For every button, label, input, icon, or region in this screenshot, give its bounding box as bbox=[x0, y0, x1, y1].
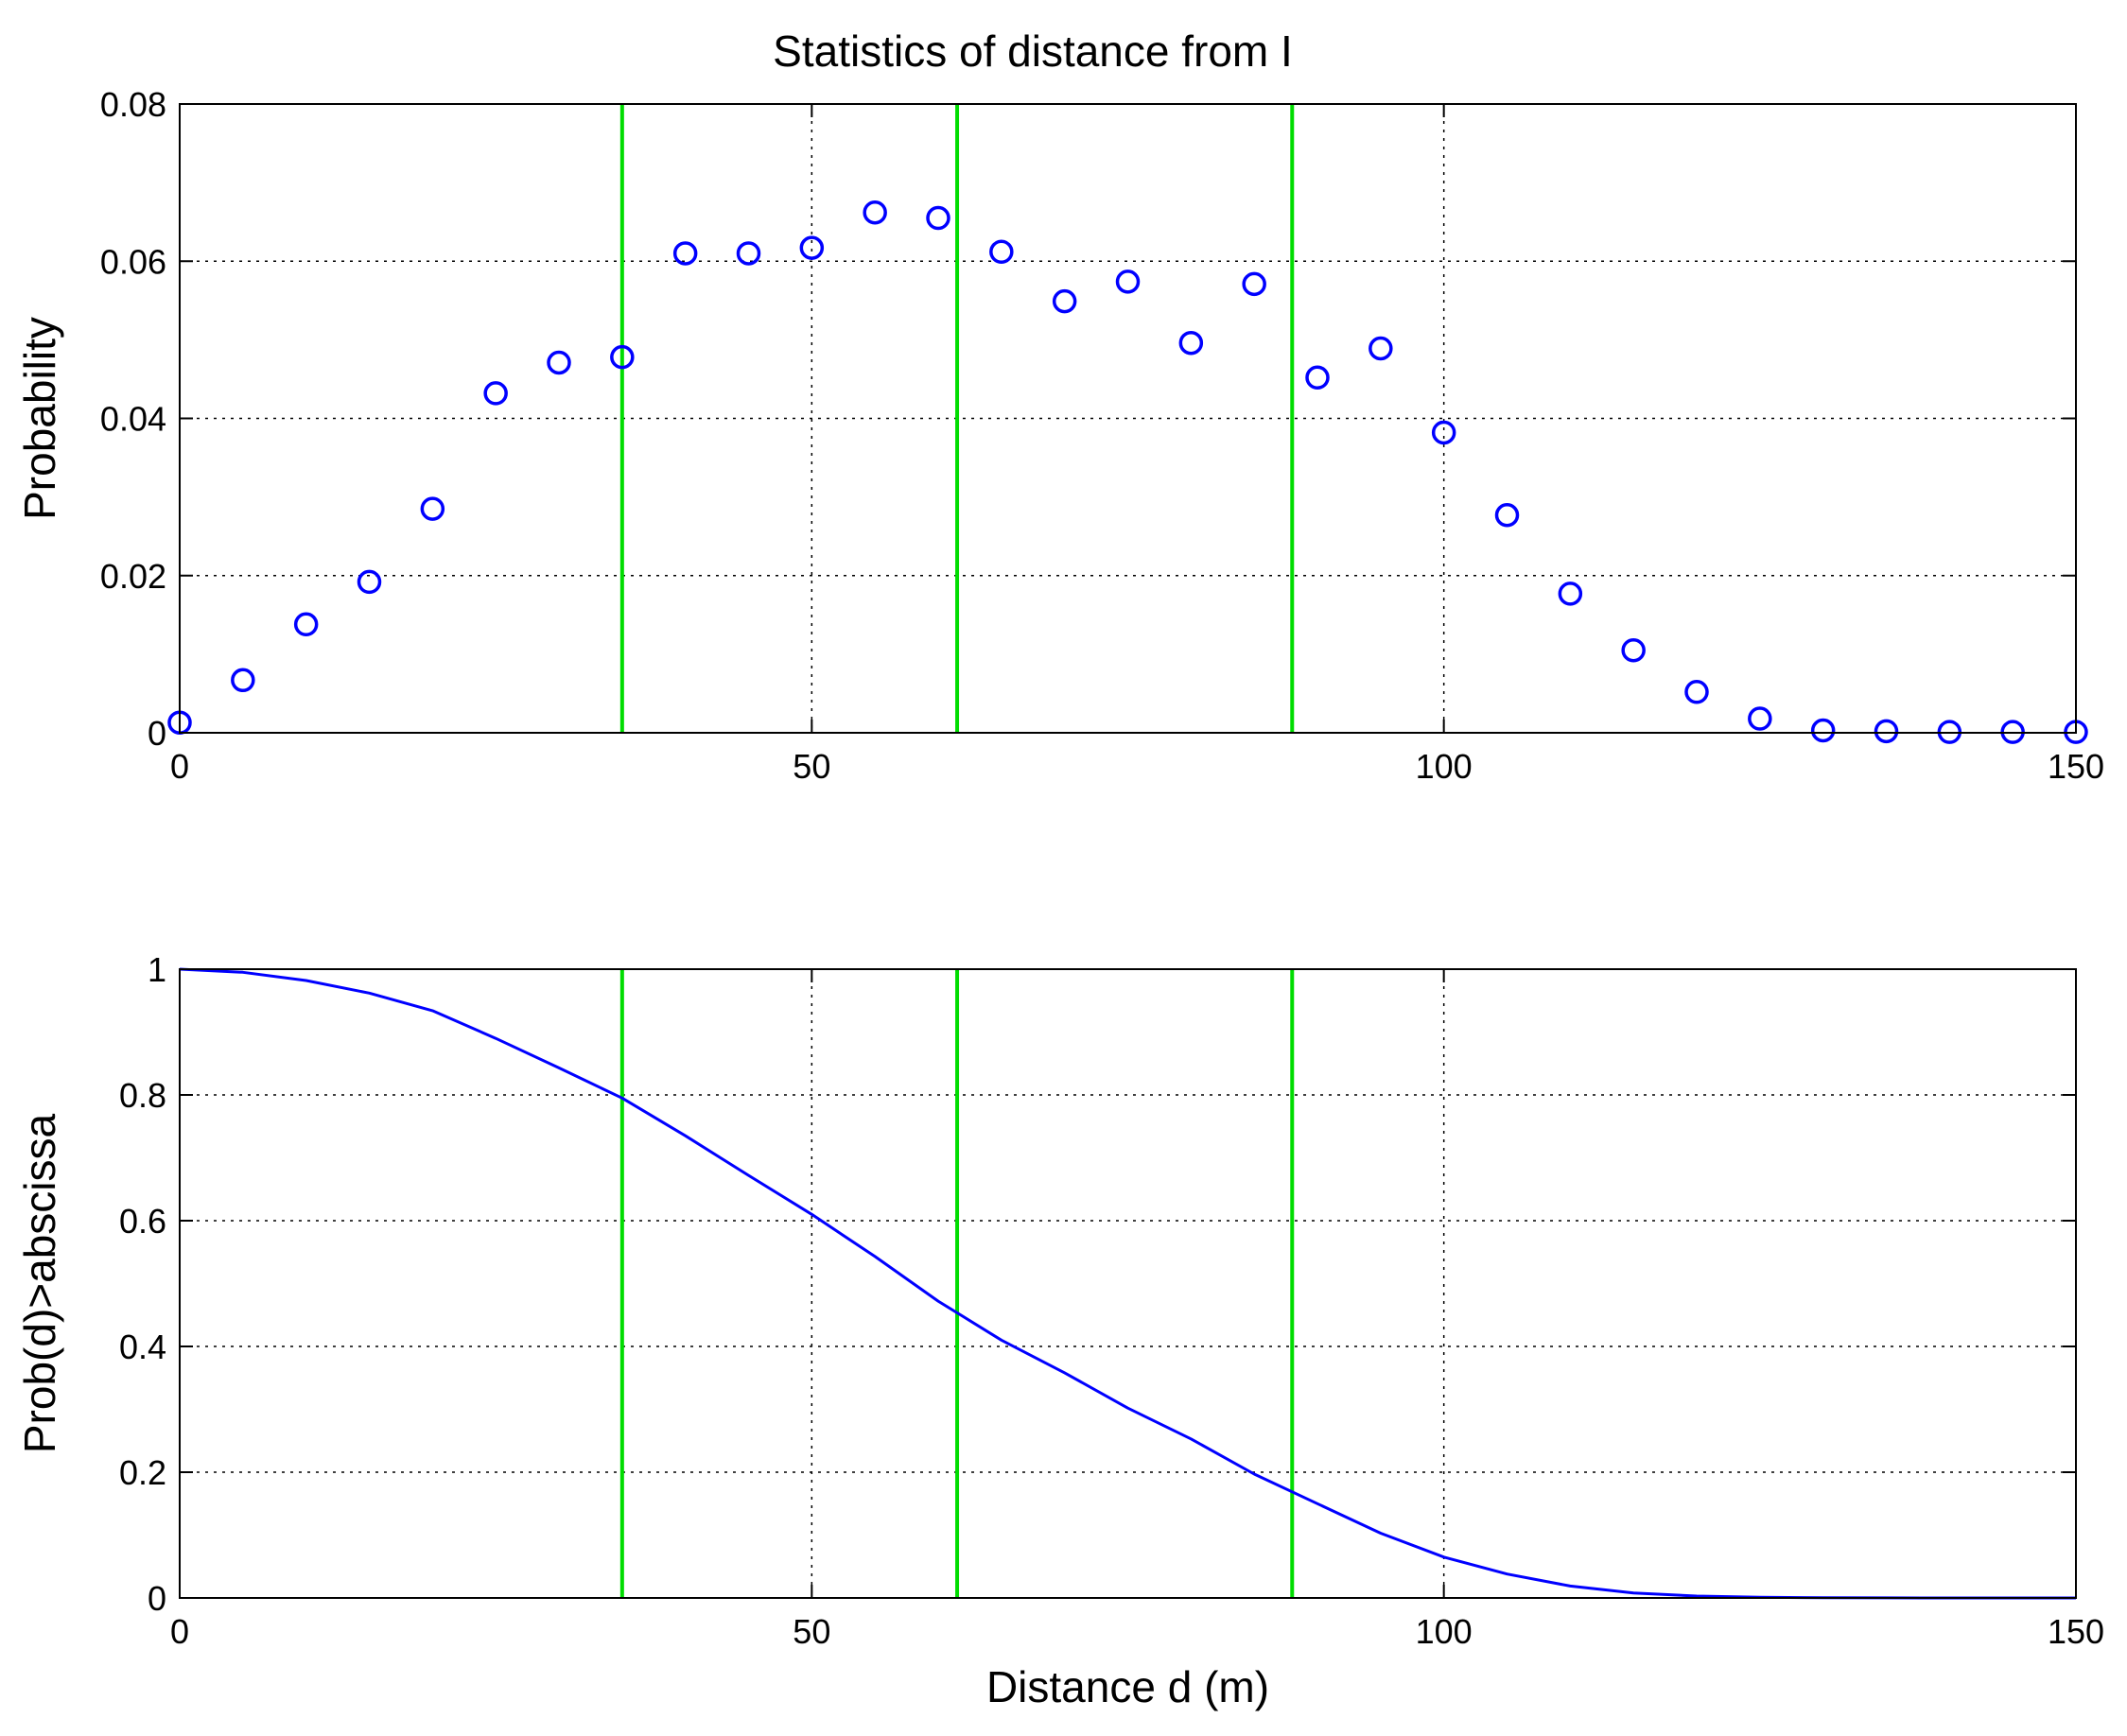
plot-area-0 bbox=[180, 104, 2076, 733]
x-tick-label: 100 bbox=[1416, 747, 1473, 786]
data-point bbox=[231, 668, 255, 693]
y-tick-label: 0.06 bbox=[100, 242, 166, 281]
data-point bbox=[1369, 336, 1393, 361]
y-tick-label: 0.04 bbox=[100, 400, 166, 439]
data-point bbox=[293, 612, 319, 637]
x-tick-label: 0 bbox=[170, 1612, 189, 1651]
x-axis-title: Distance d (m) bbox=[986, 1662, 1269, 1711]
data-point bbox=[1558, 582, 1583, 606]
data-point bbox=[1748, 706, 1772, 731]
data-point bbox=[736, 241, 761, 266]
x-tick-label: 100 bbox=[1416, 1612, 1473, 1651]
data-point bbox=[1874, 719, 1899, 744]
y-axis-title: Prob(d)>abscissa bbox=[15, 1113, 64, 1453]
y-tick-label: 0 bbox=[148, 1579, 166, 1618]
data-point bbox=[799, 235, 825, 260]
x-tick-label: 150 bbox=[2048, 1612, 2104, 1651]
data-point bbox=[1052, 288, 1077, 314]
x-tick-label: 50 bbox=[793, 1612, 830, 1651]
data-point bbox=[1431, 420, 1456, 445]
data-point bbox=[1305, 365, 1330, 391]
axes-frame bbox=[179, 968, 2077, 1599]
data-point bbox=[672, 241, 698, 266]
y-tick-label: 0.6 bbox=[119, 1202, 166, 1241]
data-point bbox=[1621, 637, 1646, 663]
data-point bbox=[926, 205, 950, 231]
x-tick-label: 50 bbox=[793, 747, 830, 786]
y-tick-label: 1 bbox=[148, 950, 166, 989]
x-tick-label: 150 bbox=[2048, 747, 2104, 786]
data-point bbox=[863, 200, 887, 225]
cumulative-probability-plot: 0 50 100 150 0 0.2 0.4 0.6 0.8 1 Prob(d)>abscissa D… bbox=[15, 950, 2104, 1711]
data-point bbox=[1178, 330, 1204, 356]
x-tick-label: 0 bbox=[170, 747, 189, 786]
data-point bbox=[1115, 269, 1141, 294]
data-point bbox=[1810, 718, 1836, 743]
plot-area-1 bbox=[180, 969, 2076, 1598]
y-tick-label: 0.4 bbox=[119, 1328, 166, 1366]
data-point bbox=[357, 569, 382, 595]
data-point bbox=[610, 344, 635, 370]
data-point bbox=[547, 350, 571, 375]
data-point bbox=[1494, 502, 1520, 528]
y-tick-label: 0.8 bbox=[119, 1076, 166, 1115]
probability-scatter-plot: 0 50 100 150 0 0.02 0.04 0.06 0.08 Probability bbox=[15, 85, 2104, 786]
y-tick-label: 0.02 bbox=[100, 557, 166, 596]
data-point bbox=[420, 496, 445, 521]
y-tick-label: 0.08 bbox=[100, 85, 166, 124]
data-point bbox=[1684, 680, 1709, 704]
chart-title: Statistics of distance from I bbox=[773, 26, 1293, 76]
data-point bbox=[1242, 271, 1266, 297]
data-point bbox=[989, 239, 1014, 265]
data-point bbox=[483, 381, 508, 406]
y-axis-title: Probability bbox=[15, 317, 64, 520]
y-tick-label: 0.2 bbox=[119, 1453, 166, 1492]
y-tick-label: 0 bbox=[148, 714, 166, 753]
